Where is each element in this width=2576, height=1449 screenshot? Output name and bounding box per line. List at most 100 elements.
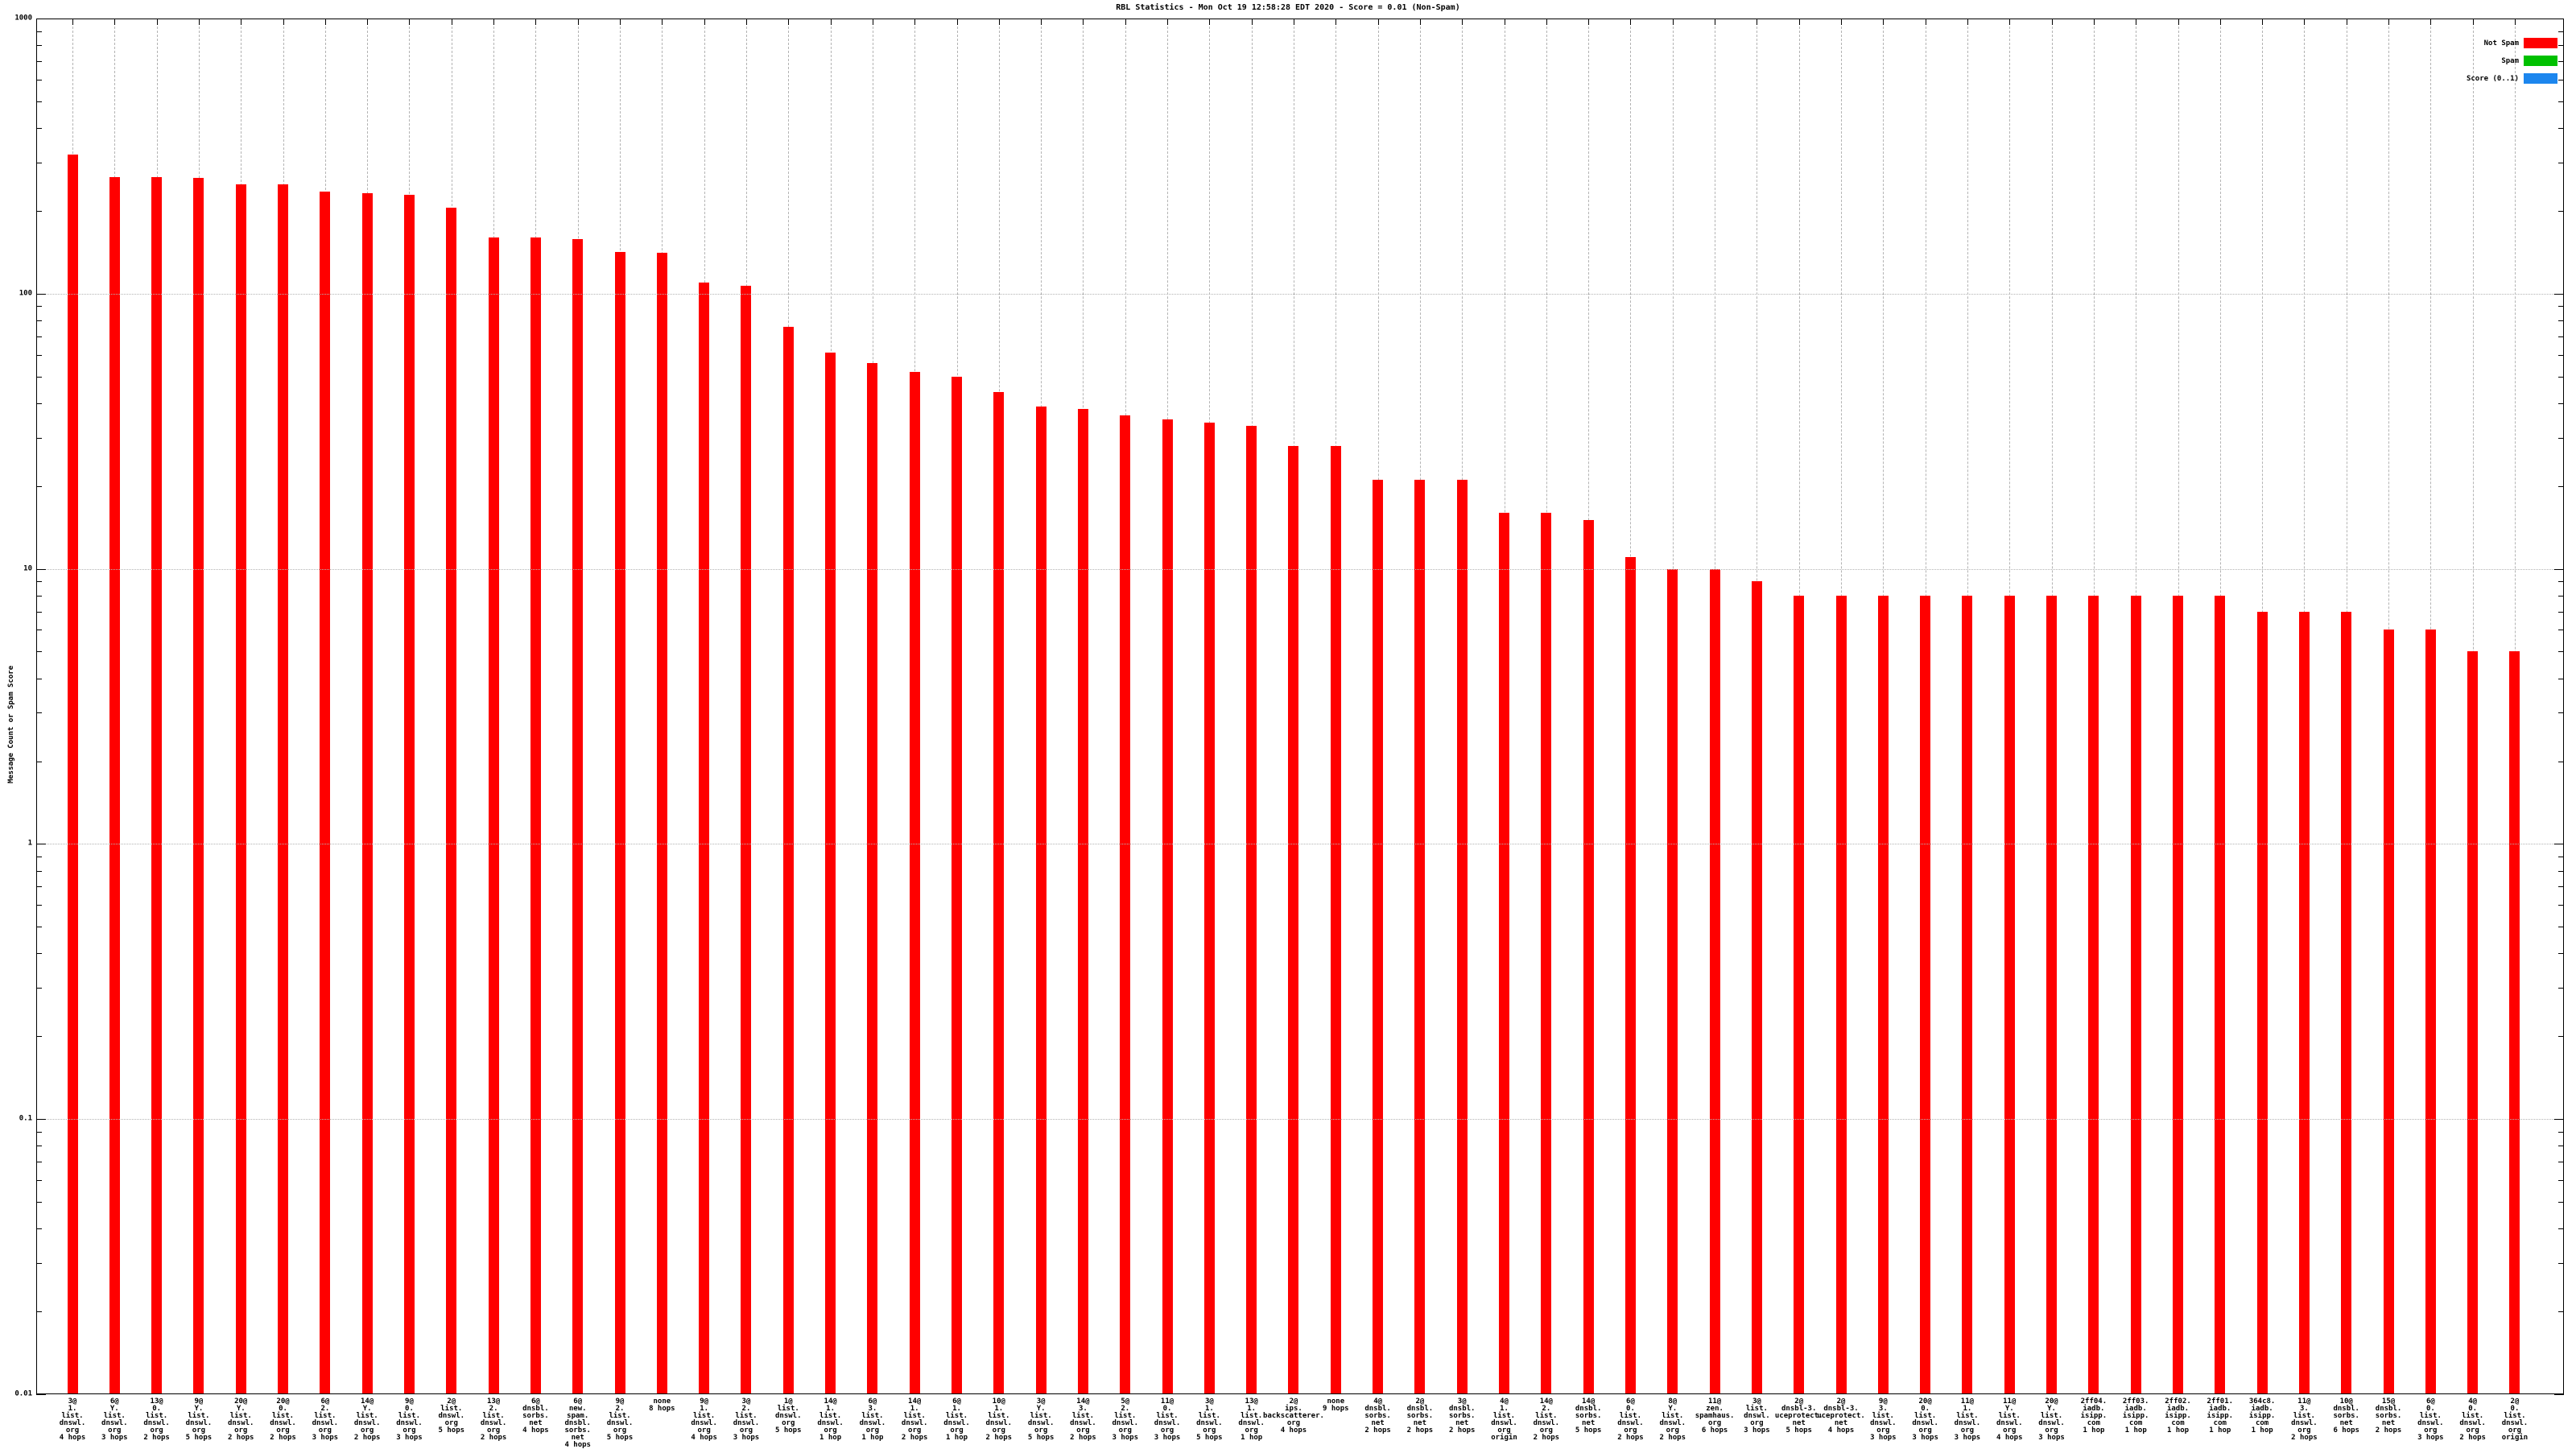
x-tick-top — [1377, 19, 1379, 25]
x-tick-label: 3@ Y. list. dnswl. org 5 hops — [1027, 1397, 1055, 1442]
y-minor-tick-left — [36, 354, 42, 356]
x-tick-top — [1841, 19, 1843, 25]
y-minor-tick-right — [2558, 210, 2564, 212]
y-minor-tick-right — [2558, 1036, 2564, 1038]
x-tick-top — [914, 19, 916, 25]
y-minor-tick-left — [36, 60, 42, 62]
legend-row: Spam — [2467, 56, 2557, 66]
x-tick-label: 6@ 3. list. dnswl. org 1 hop — [859, 1397, 886, 1442]
x-tick-label: 10@ 1. list. dnswl. org 2 hops — [985, 1397, 1013, 1442]
y-minor-tick-left — [36, 886, 42, 888]
bar — [2341, 611, 2352, 1394]
y-minor-tick-left — [36, 437, 42, 439]
y-minor-tick-right — [2558, 651, 2564, 653]
bar — [2467, 651, 2479, 1394]
bar — [2173, 595, 2183, 1394]
x-tick-label: 2@ list. dnswl. org 5 hops — [438, 1397, 465, 1435]
y-major-tick-left — [36, 1394, 46, 1395]
y-tick-label: 0.1 — [19, 1114, 32, 1123]
bar — [1162, 419, 1173, 1394]
bar — [361, 192, 373, 1394]
x-tick-label: 11@ 3. list. dnswl. org 2 hops — [2291, 1397, 2318, 1442]
x-tick-top — [367, 19, 369, 25]
x-tick-label: 6@ Y. list. dnswl. org 3 hops — [101, 1397, 128, 1442]
y-minor-tick-right — [2558, 1131, 2564, 1133]
y-minor-tick-left — [36, 651, 42, 653]
bar — [320, 191, 331, 1394]
legend-swatch-not-spam — [2524, 38, 2557, 48]
x-tick-label: 2ff03. iadb. isipp. com 1 hop — [2122, 1397, 2149, 1435]
x-tick-top — [493, 19, 495, 25]
y-minor-tick-left — [36, 1036, 42, 1038]
y-minor-tick-left — [36, 101, 42, 102]
bar — [2130, 595, 2141, 1394]
x-tick-label: 4@ 1. list. dnswl. org origin — [1491, 1397, 1517, 1442]
bar — [2215, 595, 2226, 1394]
x-tick-label: 3@ 1. list. dnswl. org 4 hops — [59, 1397, 86, 1442]
x-tick-top — [2009, 19, 2011, 25]
x-tick-label: 14@ dnsbl. sorbs. net 5 hops — [1575, 1397, 1602, 1435]
x-tick-top — [2178, 19, 2179, 25]
y-minor-tick-left — [36, 402, 42, 404]
y-major-tick-right — [2554, 568, 2564, 570]
y-minor-tick-right — [2558, 1262, 2564, 1264]
y-minor-tick-left — [36, 988, 42, 989]
y-minor-tick-right — [2558, 437, 2564, 439]
bar — [2383, 630, 2394, 1394]
y-minor-tick-left — [36, 45, 42, 47]
plot-border — [36, 19, 2564, 1394]
x-tick-label: 3@ dnsbl. sorbs. net 2 hops — [1448, 1397, 1476, 1435]
x-tick-top — [1630, 19, 1632, 25]
bar — [278, 184, 289, 1394]
y-minor-tick-right — [2558, 886, 2564, 888]
y-minor-tick-left — [36, 376, 42, 378]
x-tick-top — [704, 19, 705, 25]
x-tick-label: 15@ dnsbl. sorbs. net 2 hops — [2375, 1397, 2402, 1435]
x-tick-top — [2262, 19, 2264, 25]
x-tick-label: 14@ 2. list. dnswl. org 2 hops — [1533, 1397, 1560, 1442]
y-minor-tick-right — [2558, 31, 2564, 32]
x-tick-label: 3@ list. dnswl. org 3 hops — [1744, 1397, 1770, 1435]
y-major-tick-right — [2554, 1394, 2564, 1395]
x-tick-top — [535, 19, 537, 25]
bar — [235, 184, 246, 1394]
gridline-h — [36, 568, 2564, 570]
bar — [741, 285, 752, 1394]
bar — [403, 195, 415, 1394]
bar — [1624, 557, 1636, 1394]
x-tick-top — [1967, 19, 1968, 25]
x-tick-top — [283, 19, 284, 25]
bar — [2256, 611, 2268, 1394]
bar — [1541, 512, 1552, 1394]
bar — [614, 251, 625, 1394]
x-tick-label: 2@ dnsbl-3. uceprotect. net 4 hops — [1817, 1397, 1865, 1435]
y-minor-tick-left — [36, 306, 42, 308]
y-minor-tick-left — [36, 1131, 42, 1133]
y-major-tick-right — [2554, 293, 2564, 295]
bar — [1835, 595, 1847, 1394]
gridline-h — [36, 293, 2564, 295]
legend-label: Spam — [2501, 56, 2519, 65]
y-major-tick-left — [36, 1119, 46, 1121]
y-minor-tick-left — [36, 581, 42, 583]
x-tick-label: 2@ dnsbl. sorbs. net 2 hops — [1406, 1397, 1434, 1435]
x-tick-top — [1083, 19, 1084, 25]
bar — [1077, 409, 1088, 1394]
y-tick-label: 0.01 — [14, 1389, 32, 1398]
chart-title: RBL Statistics - Mon Oct 19 12:58:28 EDT… — [1116, 3, 1460, 12]
x-tick-top — [577, 19, 579, 25]
bar — [2509, 651, 2520, 1394]
bar — [1920, 595, 1931, 1394]
y-minor-tick-left — [36, 336, 42, 337]
bar — [2046, 595, 2058, 1394]
x-tick-top — [1546, 19, 1547, 25]
x-tick-label: 9@ 1. list. dnswl. org 4 hops — [691, 1397, 717, 1442]
y-minor-tick-right — [2558, 402, 2564, 404]
y-minor-tick-left — [36, 128, 42, 130]
legend-label: Score (0..1) — [2466, 74, 2519, 83]
y-minor-tick-right — [2558, 988, 2564, 989]
x-tick-label: 364c8. iadb. isipp. com 1 hop — [2248, 1397, 2276, 1435]
bar — [1246, 426, 1257, 1394]
x-tick-label: 5@ 2. list. dnswl. org 3 hops — [1112, 1397, 1138, 1442]
x-tick-label: none 9 hops — [1323, 1397, 1349, 1413]
